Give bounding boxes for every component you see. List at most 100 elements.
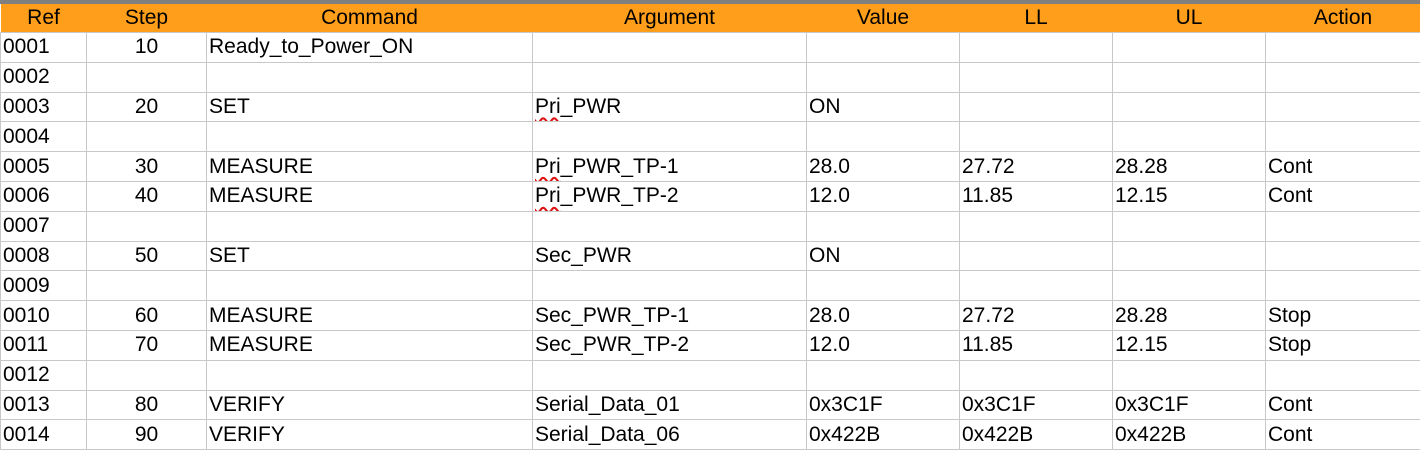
cell-step[interactable] (86, 210, 207, 242)
cell-ref[interactable]: 0010 (0, 300, 87, 331)
cell-ref[interactable]: 0014 (0, 419, 87, 450)
cell-step[interactable]: 20 (86, 91, 207, 123)
cell-value[interactable]: 28.0 (806, 300, 960, 331)
cell-argument[interactable] (532, 121, 807, 153)
cell-argument[interactable]: Sec_PWR (532, 240, 807, 272)
cell-ll[interactable] (959, 240, 1113, 272)
cell-action[interactable] (1265, 121, 1420, 153)
cell-command[interactable]: VERIFY (206, 389, 533, 421)
cell-argument[interactable]: Pri_PWR_TP-1 (532, 151, 807, 182)
cell-ul[interactable] (1112, 91, 1266, 123)
cell-ll[interactable] (959, 359, 1113, 391)
cell-argument[interactable]: Pri_PWR_TP-2 (532, 180, 807, 212)
cell-step[interactable] (86, 359, 207, 391)
cell-action[interactable]: Cont (1265, 419, 1420, 450)
cell-ref[interactable]: 0009 (0, 270, 87, 302)
cell-argument[interactable] (532, 210, 807, 242)
cell-ll[interactable]: 11.85 (959, 329, 1113, 361)
header-ul[interactable]: UL (1112, 4, 1266, 33)
cell-ref[interactable]: 0008 (0, 240, 87, 272)
cell-step[interactable]: 10 (86, 32, 207, 63)
cell-value[interactable] (806, 210, 960, 242)
cell-action[interactable] (1265, 91, 1420, 123)
cell-action[interactable] (1265, 270, 1420, 302)
cell-action[interactable] (1265, 240, 1420, 272)
cell-argument[interactable]: Serial_Data_06 (532, 419, 807, 450)
cell-ref[interactable]: 0003 (0, 91, 87, 123)
cell-command[interactable]: VERIFY (206, 419, 533, 450)
cell-step[interactable] (86, 121, 207, 153)
cell-step[interactable]: 30 (86, 151, 207, 182)
cell-command[interactable]: Ready_to_Power_ON (206, 32, 533, 63)
header-ll[interactable]: LL (959, 4, 1113, 33)
header-ref[interactable]: Ref (0, 4, 87, 33)
cell-value[interactable] (806, 121, 960, 153)
cell-ul[interactable]: 12.15 (1112, 329, 1266, 361)
cell-ul[interactable] (1112, 32, 1266, 63)
cell-step[interactable]: 80 (86, 389, 207, 421)
cell-ll[interactable] (959, 210, 1113, 242)
cell-ul[interactable] (1112, 61, 1266, 93)
header-value[interactable]: Value (806, 4, 960, 33)
cell-argument[interactable]: Pri_PWR (532, 91, 807, 123)
cell-action[interactable] (1265, 32, 1420, 63)
cell-command[interactable]: MEASURE (206, 151, 533, 182)
cell-ul[interactable]: 12.15 (1112, 180, 1266, 212)
cell-ll[interactable]: 27.72 (959, 300, 1113, 331)
cell-command[interactable] (206, 270, 533, 302)
cell-ll[interactable]: 27.72 (959, 151, 1113, 182)
cell-value[interactable]: ON (806, 91, 960, 123)
cell-value[interactable]: ON (806, 240, 960, 272)
cell-action[interactable] (1265, 359, 1420, 391)
cell-ul[interactable] (1112, 270, 1266, 302)
header-step[interactable]: Step (86, 4, 207, 33)
cell-command[interactable]: SET (206, 240, 533, 272)
cell-value[interactable]: 28.0 (806, 151, 960, 182)
cell-ll[interactable]: 0x422B (959, 419, 1113, 450)
cell-argument[interactable]: Sec_PWR_TP-2 (532, 329, 807, 361)
cell-ll[interactable] (959, 32, 1113, 63)
cell-action[interactable] (1265, 61, 1420, 93)
cell-ul[interactable] (1112, 359, 1266, 391)
cell-ul[interactable]: 0x422B (1112, 419, 1266, 450)
cell-value[interactable]: 12.0 (806, 329, 960, 361)
cell-ref[interactable]: 0013 (0, 389, 87, 421)
cell-value[interactable]: 0x422B (806, 419, 960, 450)
cell-ul[interactable]: 28.28 (1112, 151, 1266, 182)
cell-argument[interactable] (532, 270, 807, 302)
cell-ll[interactable] (959, 121, 1113, 153)
cell-ul[interactable]: 0x3C1F (1112, 389, 1266, 421)
cell-value[interactable]: 12.0 (806, 180, 960, 212)
cell-ref[interactable]: 0001 (0, 32, 87, 63)
cell-ref[interactable]: 0005 (0, 151, 87, 182)
cell-ul[interactable]: 28.28 (1112, 300, 1266, 331)
cell-command[interactable] (206, 210, 533, 242)
cell-ref[interactable]: 0002 (0, 61, 87, 93)
cell-value[interactable]: 0x3C1F (806, 389, 960, 421)
cell-action[interactable]: Stop (1265, 300, 1420, 331)
cell-argument[interactable] (532, 32, 807, 63)
cell-value[interactable] (806, 32, 960, 63)
cell-ref[interactable]: 0006 (0, 180, 87, 212)
cell-step[interactable] (86, 270, 207, 302)
cell-ref[interactable]: 0007 (0, 210, 87, 242)
cell-step[interactable]: 50 (86, 240, 207, 272)
cell-argument[interactable]: Serial_Data_01 (532, 389, 807, 421)
cell-ul[interactable] (1112, 210, 1266, 242)
cell-action[interactable]: Cont (1265, 389, 1420, 421)
cell-command[interactable] (206, 359, 533, 391)
cell-value[interactable] (806, 270, 960, 302)
cell-step[interactable]: 70 (86, 329, 207, 361)
header-command[interactable]: Command (206, 4, 533, 33)
cell-command[interactable]: MEASURE (206, 180, 533, 212)
cell-ll[interactable] (959, 270, 1113, 302)
cell-command[interactable] (206, 61, 533, 93)
cell-command[interactable]: MEASURE (206, 329, 533, 361)
cell-action[interactable] (1265, 210, 1420, 242)
cell-argument[interactable] (532, 359, 807, 391)
cell-ll[interactable] (959, 91, 1113, 123)
cell-action[interactable]: Cont (1265, 180, 1420, 212)
cell-argument[interactable]: Sec_PWR_TP-1 (532, 300, 807, 331)
cell-action[interactable]: Stop (1265, 329, 1420, 361)
header-argument[interactable]: Argument (532, 4, 807, 33)
